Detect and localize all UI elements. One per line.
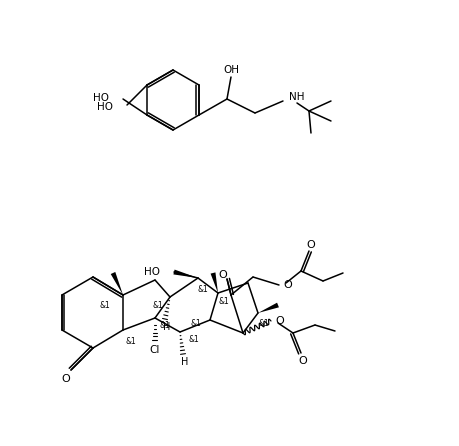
Polygon shape xyxy=(210,273,218,293)
Text: &1: &1 xyxy=(197,285,208,294)
Text: &1: &1 xyxy=(100,301,110,310)
Text: OH: OH xyxy=(223,65,239,75)
Text: O: O xyxy=(282,280,291,290)
Text: &1: &1 xyxy=(188,335,199,344)
Text: H: H xyxy=(163,322,170,332)
Polygon shape xyxy=(111,272,123,295)
Text: Cl: Cl xyxy=(150,345,160,355)
Text: O: O xyxy=(274,316,283,326)
Text: NH: NH xyxy=(288,92,304,102)
Text: &1: &1 xyxy=(190,319,201,329)
Text: HO: HO xyxy=(97,102,113,112)
Text: &1: &1 xyxy=(125,338,136,347)
Text: O: O xyxy=(218,270,227,280)
Text: O: O xyxy=(298,356,307,366)
Polygon shape xyxy=(173,269,197,278)
Text: O: O xyxy=(62,374,70,384)
Text: O: O xyxy=(306,240,315,250)
Text: &1: &1 xyxy=(152,301,163,310)
Text: HO: HO xyxy=(144,267,160,277)
Text: &1: &1 xyxy=(218,297,229,306)
Text: HO: HO xyxy=(93,93,109,103)
Polygon shape xyxy=(257,303,278,313)
Text: H: H xyxy=(181,357,188,367)
Text: &1: &1 xyxy=(258,318,269,327)
Text: &1: &1 xyxy=(159,322,170,330)
